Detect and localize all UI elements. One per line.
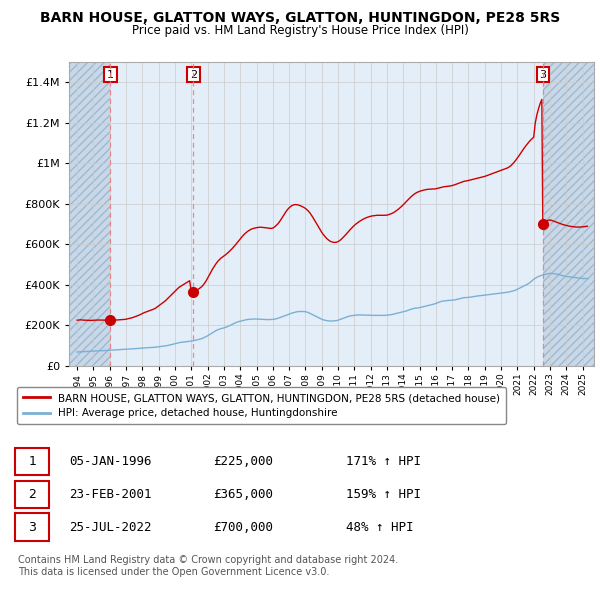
Text: 159% ↑ HPI: 159% ↑ HPI xyxy=(346,488,421,501)
Text: BARN HOUSE, GLATTON WAYS, GLATTON, HUNTINGDON, PE28 5RS: BARN HOUSE, GLATTON WAYS, GLATTON, HUNTI… xyxy=(40,11,560,25)
Text: 23-FEB-2001: 23-FEB-2001 xyxy=(70,488,152,501)
Text: 1: 1 xyxy=(28,455,36,468)
Text: 3: 3 xyxy=(539,70,547,80)
Text: 05-JAN-1996: 05-JAN-1996 xyxy=(70,455,152,468)
FancyBboxPatch shape xyxy=(15,448,49,476)
Text: £700,000: £700,000 xyxy=(214,520,274,533)
Text: 1: 1 xyxy=(107,70,114,80)
Bar xyxy=(543,62,594,366)
FancyBboxPatch shape xyxy=(15,481,49,508)
FancyBboxPatch shape xyxy=(15,513,49,540)
Legend: BARN HOUSE, GLATTON WAYS, GLATTON, HUNTINGDON, PE28 5RS (detached house), HPI: A: BARN HOUSE, GLATTON WAYS, GLATTON, HUNTI… xyxy=(17,387,506,424)
Text: 2: 2 xyxy=(190,70,197,80)
Text: Price paid vs. HM Land Registry's House Price Index (HPI): Price paid vs. HM Land Registry's House … xyxy=(131,24,469,37)
Text: 3: 3 xyxy=(28,520,36,533)
Text: 48% ↑ HPI: 48% ↑ HPI xyxy=(346,520,413,533)
Text: 25-JUL-2022: 25-JUL-2022 xyxy=(70,520,152,533)
Text: £365,000: £365,000 xyxy=(214,488,274,501)
Bar xyxy=(69,62,110,366)
Text: Contains HM Land Registry data © Crown copyright and database right 2024.
This d: Contains HM Land Registry data © Crown c… xyxy=(18,555,398,577)
Text: £225,000: £225,000 xyxy=(214,455,274,468)
Text: 2: 2 xyxy=(28,488,36,501)
Text: 171% ↑ HPI: 171% ↑ HPI xyxy=(346,455,421,468)
